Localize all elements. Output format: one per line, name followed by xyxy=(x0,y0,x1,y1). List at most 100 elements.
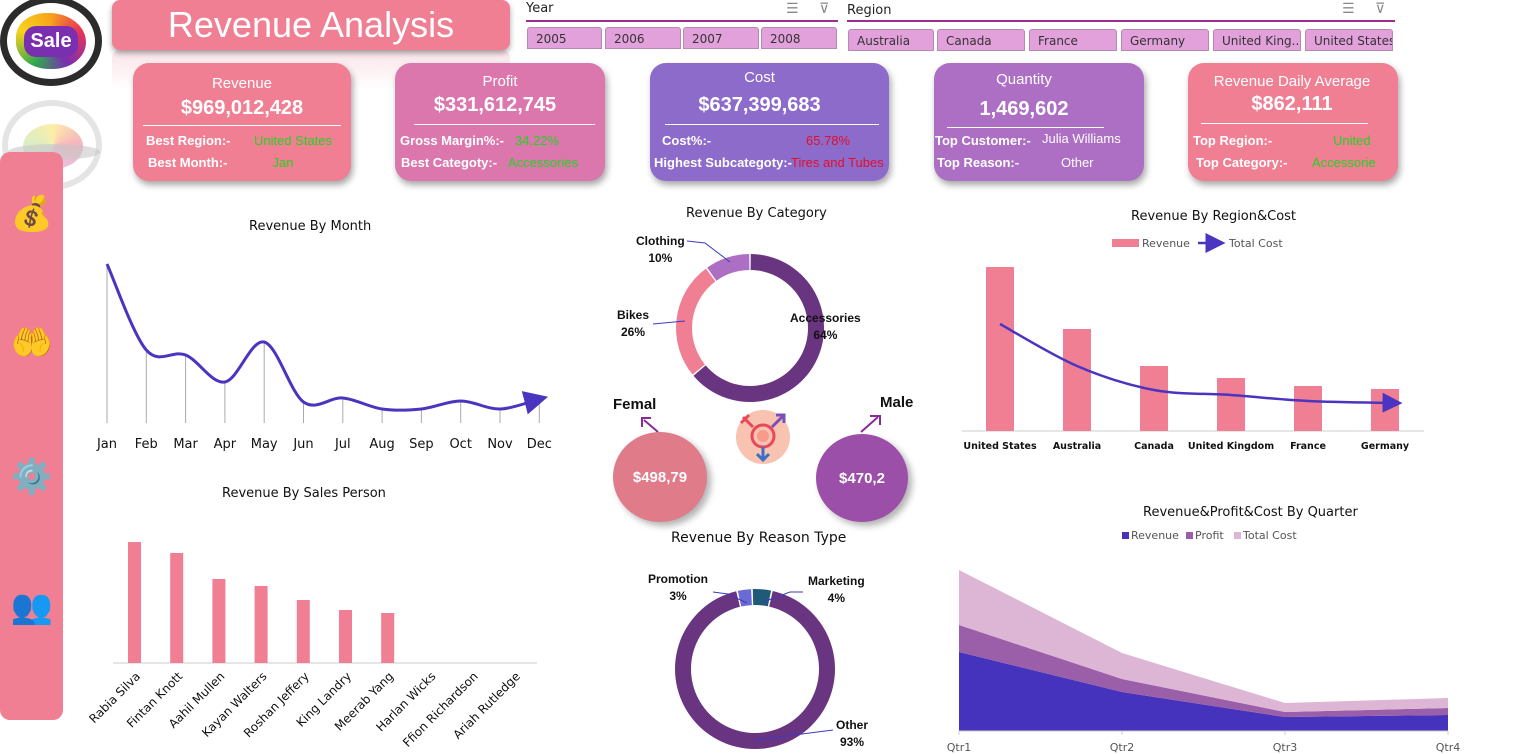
kpi-row-label: Cost%:- xyxy=(662,133,712,148)
kpi-title: Cost xyxy=(744,69,775,86)
bar xyxy=(1140,366,1168,431)
kpi-divider xyxy=(947,127,1104,128)
year-option-2006[interactable]: 2006 xyxy=(605,27,681,49)
region-option-france[interactable]: France xyxy=(1029,29,1117,51)
region-option-united-states[interactable]: United States xyxy=(1305,29,1393,51)
bar xyxy=(296,600,310,663)
leader-line xyxy=(686,240,731,263)
legend-swatch xyxy=(1186,532,1193,539)
kpi-row-value: United xyxy=(1333,133,1371,148)
x-tick-label: Aug xyxy=(369,437,394,452)
sidebar: 💰 🤲 ⚙️ 👥 xyxy=(0,152,63,720)
slice-percent: 3% xyxy=(669,589,687,603)
category-label-clothing: Clothing 10% xyxy=(636,233,685,267)
region-option-united-kingdom[interactable]: United King... xyxy=(1213,29,1301,51)
reason-label-promotion: Promotion 3% xyxy=(648,571,708,605)
multi-select-icon[interactable]: ☰ xyxy=(786,0,799,16)
female-label: Femal xyxy=(613,396,657,413)
donut-slice xyxy=(707,254,750,281)
region-option-canada[interactable]: Canada xyxy=(937,29,1025,51)
kpi-row-value: 34.22% xyxy=(515,133,560,148)
year-option-2005[interactable]: 2005 xyxy=(527,27,602,49)
slice-percent: 93% xyxy=(839,735,865,749)
donut-slice xyxy=(752,589,772,607)
region-option-germany[interactable]: Germany xyxy=(1121,29,1209,51)
revenue-profit-cost-by-quarter-chart: Revenue Profit Total Cost Qtr1 Qtr2 Qtr3 Qtr4 xyxy=(947,529,1460,754)
legend-label-revenue: Revenue xyxy=(1142,237,1190,250)
kpi-row-value: Accessories xyxy=(508,155,579,170)
kpi-row-label: Best Region:- xyxy=(146,133,231,148)
region-option-australia[interactable]: Australia xyxy=(848,29,934,51)
x-tick-label: Apr xyxy=(214,437,237,452)
revenue-by-month-chart: Jan Feb Mar Apr May Jun Jul Aug Sep Oct Nov Dec xyxy=(96,263,552,452)
kpi-value: $637,399,683 xyxy=(698,94,821,116)
kpi-card-profit: Profit $331,612,745 Gross Margin%:- 34.2… xyxy=(395,63,605,181)
bar xyxy=(254,586,268,663)
male-label: Male xyxy=(880,394,914,411)
year-option-2007[interactable]: 2007 xyxy=(683,27,759,49)
sale-logo-icon: Sale xyxy=(16,13,86,69)
kpi-card-cost: Cost $637,399,683 Cost%:- 65.78% Highest… xyxy=(650,63,889,181)
slice-name: Clothing xyxy=(636,234,685,248)
region-slicer-label: Region xyxy=(847,3,892,18)
year-slicer-label: Year xyxy=(526,1,554,16)
bar xyxy=(128,542,141,663)
kpi-row-label: Top Customer:- xyxy=(935,133,1031,148)
multi-select-icon[interactable]: ☰ xyxy=(1342,0,1355,16)
kpi-row-value: Accessorie xyxy=(1312,155,1376,170)
clear-filter-icon[interactable]: ⊽ xyxy=(819,0,830,16)
x-tick-label: Qtr3 xyxy=(1273,741,1298,754)
legend-label-total-cost: Total Cost xyxy=(1228,237,1283,250)
kpi-value: $862,111 xyxy=(1251,93,1333,115)
kpi-title: Quantity xyxy=(996,71,1052,88)
x-tick-label: France xyxy=(1290,441,1326,452)
money-bag-icon[interactable]: 💰 xyxy=(10,195,54,233)
chart-title-salesperson: Revenue By Sales Person xyxy=(222,486,386,501)
slice-percent: 26% xyxy=(621,325,646,339)
chart-title-category: Revenue By Category xyxy=(686,206,827,221)
bar xyxy=(1217,378,1245,431)
category-label-accessories: Accessories 64% xyxy=(790,310,861,344)
female-revenue-bubble: $498,79 xyxy=(613,432,707,522)
male-revenue-bubble: $470,2 xyxy=(816,434,908,522)
kpi-card-daily-average: Revenue Daily Average $862,111 Top Regio… xyxy=(1188,63,1398,181)
kpi-row-value: Tires and Tubes xyxy=(791,155,884,170)
leader-line xyxy=(652,320,686,325)
legend-label: Revenue xyxy=(1131,529,1179,542)
x-tick-label: Dec xyxy=(527,437,552,452)
area-profit xyxy=(959,625,1448,717)
legend-swatch xyxy=(1234,532,1241,539)
slice-percent: 10% xyxy=(648,251,673,265)
x-tick-label: Oct xyxy=(449,437,471,452)
region-slicer: Region ☰ ⊽ Australia Canada France Germa… xyxy=(847,0,1395,52)
chart-title-quarter: Revenue&Profit&Cost By Quarter xyxy=(1143,505,1358,520)
kpi-value: $969,012,428 xyxy=(180,97,304,119)
slice-percent: 64% xyxy=(813,328,838,342)
year-option-2008[interactable]: 2008 xyxy=(761,27,837,49)
hand-money-icon[interactable]: 🤲 xyxy=(10,324,54,362)
bar xyxy=(339,610,352,663)
bar xyxy=(1063,329,1091,431)
kpi-row-label: Best Categoty:- xyxy=(401,155,498,170)
team-icon[interactable]: 👥 xyxy=(10,588,54,626)
kpi-row-label: Top Reason:- xyxy=(937,155,1020,170)
x-tick-label: Qtr4 xyxy=(1436,741,1460,754)
kpi-row-label: Best Month:- xyxy=(148,155,228,170)
x-tick-label: Qtr1 xyxy=(947,741,972,754)
legend-swatch-revenue xyxy=(1112,239,1139,247)
gear-cost-icon[interactable]: ⚙️ xyxy=(10,458,54,496)
category-label-bikes: Bikes 26% xyxy=(617,307,649,341)
kpi-row-value: Julia Williams xyxy=(1042,131,1121,146)
slice-name: Other xyxy=(836,718,869,732)
legend-swatch xyxy=(1122,532,1129,539)
kpi-divider xyxy=(414,124,595,125)
kpi-value: $331,612,745 xyxy=(433,94,557,116)
leader-line xyxy=(754,729,834,741)
donut-slice xyxy=(693,254,824,402)
x-tick-label: Canada xyxy=(1134,441,1174,452)
revenue-by-category-chart xyxy=(652,240,824,402)
clear-filter-icon[interactable]: ⊽ xyxy=(1375,0,1386,16)
reason-label-other: Other 93% xyxy=(836,717,868,751)
kpi-row-value: Jan xyxy=(272,155,294,170)
